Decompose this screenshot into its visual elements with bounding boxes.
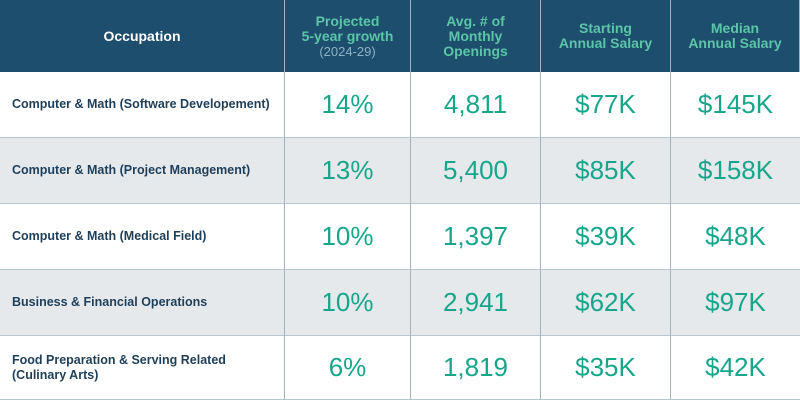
header-median-line1: Median xyxy=(710,20,760,36)
row-2-occupation: Computer & Math (Project Management) xyxy=(0,138,285,204)
header-growth-line1: Projected xyxy=(315,12,380,29)
header-growth-line3: (2024-29) xyxy=(319,43,376,59)
header-starting-line2: Annual Salary xyxy=(558,35,653,51)
row-1-openings: 4,811 xyxy=(411,72,541,138)
header-median-salary: Median Annual Salary xyxy=(671,0,800,72)
row-2-starting-salary: $85K xyxy=(541,138,671,204)
row-4-starting-salary: $62K xyxy=(541,270,671,336)
row-2-openings: 5,400 xyxy=(411,138,541,204)
row-4-occupation: Business & Financial Operations xyxy=(0,270,285,336)
header-starting-line1: Starting xyxy=(579,20,632,36)
header-growth-line2: 5-year growth xyxy=(301,27,394,44)
header-openings: Avg. # of Monthly Openings xyxy=(411,0,541,72)
row-1-growth: 14% xyxy=(285,72,411,138)
row-1-median-salary: $145K xyxy=(671,72,800,138)
row-2-growth: 13% xyxy=(285,138,411,204)
header-occupation-label: Occupation xyxy=(103,27,181,44)
header-starting-salary: Starting Annual Salary xyxy=(541,0,671,72)
row-3-openings: 1,397 xyxy=(411,204,541,270)
row-3-growth: 10% xyxy=(285,204,411,270)
header-openings-line3: Openings xyxy=(443,42,508,59)
row-2-median-salary: $158K xyxy=(671,138,800,204)
header-openings-line2: Monthly xyxy=(448,27,503,44)
row-3-occupation: Computer & Math (Medical Field) xyxy=(0,204,285,270)
header-occupation: Occupation xyxy=(0,0,285,72)
row-1-starting-salary: $77K xyxy=(541,72,671,138)
row-5-median-salary: $42K xyxy=(671,336,800,400)
row-4-median-salary: $97K xyxy=(671,270,800,336)
row-3-median-salary: $48K xyxy=(671,204,800,270)
row-4-growth: 10% xyxy=(285,270,411,336)
row-5-growth: 6% xyxy=(285,336,411,400)
header-openings-line1: Avg. # of xyxy=(446,12,505,29)
row-5-starting-salary: $35K xyxy=(541,336,671,400)
row-1-occupation: Computer & Math (Software Developement) xyxy=(0,72,285,138)
row-5-occupation: Food Preparation & Serving Related (Culi… xyxy=(0,336,285,400)
row-4-openings: 2,941 xyxy=(411,270,541,336)
header-growth: Projected 5-year growth (2024-29) xyxy=(285,0,411,72)
header-median-line2: Annual Salary xyxy=(688,35,782,51)
row-3-starting-salary: $39K xyxy=(541,204,671,270)
row-5-openings: 1,819 xyxy=(411,336,541,400)
